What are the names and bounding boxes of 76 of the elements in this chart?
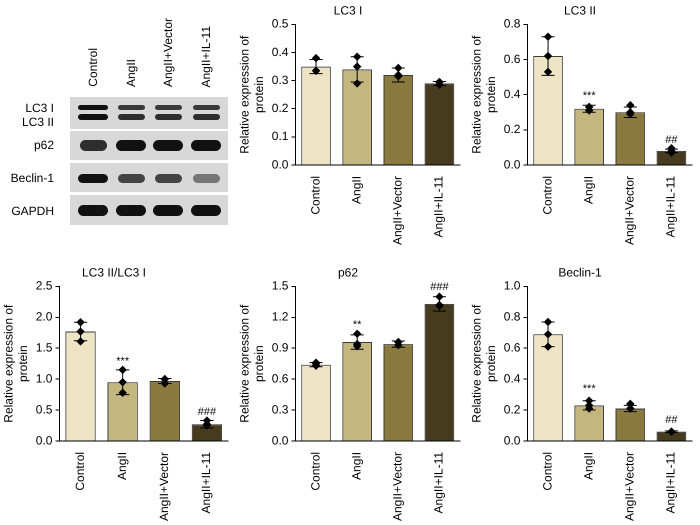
x-tick-label: Control — [308, 176, 322, 215]
y-axis-title: Relative expression of protein — [238, 34, 266, 154]
chart-title: LC3 II — [564, 4, 596, 18]
x-tick-label: AngII+Vector — [622, 452, 637, 521]
y-tick-label: 0.0 — [272, 433, 289, 448]
y-tick-label: 1.2 — [272, 310, 289, 324]
x-tick-label: AngII+IL-11 — [664, 176, 678, 238]
y-tick-label: 0.6 — [504, 340, 521, 355]
y-tick-label: 0.6 — [504, 52, 521, 66]
chart-title: p62 — [338, 266, 358, 280]
x-tick-label: AngII+Vector — [390, 452, 405, 521]
x-tick-label: Control — [540, 452, 554, 491]
y-tick-label: 0.2 — [504, 402, 521, 416]
y-tick-label: 1.5 — [272, 278, 289, 293]
annotation: ## — [665, 134, 678, 146]
y-axis-title: Relative expression of protein — [470, 304, 498, 423]
y-tick-label: 0.1 — [272, 129, 289, 144]
x-tick-label: Control — [72, 452, 87, 491]
chart-title: LC3 II/LC3 I — [82, 266, 146, 280]
x-tick-label: AngII — [349, 452, 364, 480]
y-tick-label: 2.0 — [36, 310, 53, 324]
annotation: *** — [582, 90, 596, 102]
x-tick-label: AngII — [581, 452, 596, 480]
y-axis-title: Relative expression of protein — [2, 304, 30, 423]
x-tick-label: AngII+IL-11 — [664, 452, 678, 514]
y-tick-label: 1.5 — [36, 340, 53, 355]
text: Beclin-1 — [10, 170, 54, 186]
x-tick-label: Control — [308, 452, 322, 491]
x-tick-label: AngII+IL-11 — [432, 452, 446, 514]
y-tick-label: 0.4 — [504, 86, 521, 101]
y-axis-title: Relative expression of protein — [238, 304, 266, 423]
x-tick-label: AngII+Vector — [622, 176, 637, 245]
y-tick-label: 0.3 — [272, 72, 289, 87]
y-tick-label: 0.0 — [504, 433, 521, 448]
annotation: ## — [665, 414, 678, 426]
annotation: ** — [352, 319, 362, 332]
y-tick-label: 0.5 — [36, 402, 53, 416]
category-label: Control — [85, 48, 101, 87]
y-tick-label: 1.0 — [36, 371, 53, 386]
chart-title: Beclin-1 — [558, 266, 602, 280]
y-tick-label: 0.5 — [272, 16, 289, 31]
text: LC3 I — [25, 100, 54, 116]
chart-title: LC3 I — [334, 4, 362, 18]
x-tick-label: AngII+IL-11 — [432, 176, 446, 238]
x-tick-label: AngII+IL-11 — [199, 452, 214, 514]
y-tick-label: 0.0 — [504, 157, 521, 172]
x-tick-label: AngII — [349, 176, 364, 204]
y-axis-title: Relative expression of protein — [470, 34, 498, 154]
y-tick-label: 0.9 — [272, 340, 289, 355]
y-tick-label: 0.6 — [272, 371, 289, 386]
annotation: *** — [116, 355, 130, 368]
x-tick-label: Control — [540, 176, 554, 215]
y-tick-label: 1.0 — [504, 278, 521, 293]
annotation: ### — [198, 406, 217, 418]
y-tick-label: 0.4 — [272, 44, 289, 59]
text: GAPDH — [11, 203, 54, 219]
y-tick-label: 0.8 — [504, 16, 521, 31]
y-tick-label: 0.8 — [504, 310, 521, 324]
x-tick-label: AngII — [114, 452, 129, 480]
x-tick-label: AngII+Vector — [390, 176, 405, 245]
category-label: AngII+Vector — [160, 18, 176, 87]
y-tick-label: 0.2 — [272, 101, 289, 116]
category-label: AngII — [123, 58, 139, 87]
y-tick-label: 0.4 — [504, 371, 521, 386]
y-tick-label: 0.0 — [272, 157, 289, 172]
y-tick-label: 0.0 — [36, 433, 53, 448]
y-tick-label: 0.3 — [272, 402, 289, 416]
annotation: *** — [582, 383, 596, 396]
annotation: ### — [430, 281, 450, 294]
x-tick-label: AngII+Vector — [157, 452, 172, 521]
text: p62 — [34, 137, 54, 153]
category-label: AngII+IL-11 — [198, 26, 214, 87]
x-tick-label: AngII — [581, 176, 596, 204]
text: LC3 II — [22, 114, 54, 130]
y-tick-label: 2.5 — [36, 278, 53, 293]
y-tick-label: 0.2 — [504, 122, 521, 136]
